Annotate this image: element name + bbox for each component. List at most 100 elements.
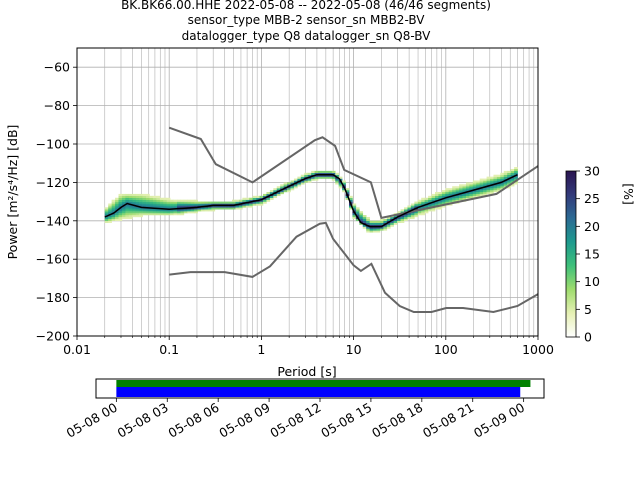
psd-histogram-cell — [187, 209, 192, 212]
psd-histogram-cell — [283, 188, 288, 191]
psd-histogram-cell — [479, 193, 484, 197]
psd-histogram-cell — [421, 197, 425, 200]
psd-histogram-cell — [459, 197, 463, 200]
psd-histogram-cell — [297, 178, 302, 181]
psd-histogram-cell — [280, 192, 284, 195]
psd-histogram-cell — [462, 186, 467, 189]
psd-histogram-cell — [142, 195, 147, 198]
psd-histogram-cell — [139, 207, 143, 210]
psd-histogram-cell — [183, 203, 188, 206]
psd-histogram-cell — [266, 199, 271, 202]
psd-histogram-cell — [280, 186, 284, 189]
psd-histogram-cell — [142, 199, 147, 202]
psd-histogram-cell — [407, 207, 412, 210]
psd-histogram-cell — [139, 209, 143, 212]
psd-histogram-cell — [417, 203, 422, 206]
psd-histogram-cell — [183, 205, 188, 208]
psd-histogram-cell — [132, 211, 137, 214]
psd-histogram-cell — [434, 195, 439, 198]
psd-histogram-cell — [207, 203, 212, 206]
psd-histogram-cell — [207, 201, 212, 204]
psd-histogram-cell — [273, 190, 278, 193]
psd-histogram-cell — [414, 215, 419, 218]
psd-histogram-cell — [166, 203, 171, 206]
y-tick-label: −80 — [44, 98, 70, 113]
psd-histogram-cell — [441, 201, 446, 204]
colorbar: 0 5 10 15 20 25 30 [%] — [565, 164, 636, 345]
psd-histogram-cell — [424, 211, 429, 214]
psd-histogram-cell — [235, 199, 240, 202]
psd-histogram-cell — [483, 178, 487, 181]
psd-histogram-cell — [115, 203, 119, 206]
psd-histogram-cell — [176, 211, 181, 214]
psd-histogram-cell — [146, 201, 150, 204]
psd-histogram-cell — [142, 201, 147, 204]
y-tick-label: −140 — [36, 213, 70, 228]
psd-histogram-cell — [128, 211, 133, 214]
psd-histogram-cell — [483, 180, 487, 183]
psd-histogram-cell — [496, 176, 501, 179]
psd-histogram-cell — [139, 215, 143, 218]
psd-histogram-cell — [259, 195, 264, 198]
psd-histogram-cell — [111, 218, 116, 221]
psd-histogram-cell — [211, 201, 216, 204]
psd-histogram-cell — [221, 207, 226, 210]
psd-histogram-cell — [438, 192, 443, 195]
psd-histogram-cell — [318, 170, 322, 173]
psd-histogram-cell — [383, 218, 388, 221]
psd-histogram-cell — [342, 184, 346, 187]
psd-histogram-cell — [335, 180, 339, 183]
psd-histogram-cell — [366, 220, 370, 223]
psd-histogram-cell — [290, 182, 295, 185]
psd-histogram-cell — [108, 215, 112, 218]
psd-histogram-cell — [259, 201, 264, 204]
psd-histogram-cell — [514, 167, 518, 170]
psd-histogram-cell — [445, 197, 450, 200]
psd-histogram-cell — [476, 186, 481, 189]
psd-histogram-cell — [307, 180, 312, 183]
psd-histogram-cell — [146, 213, 150, 216]
psd-histogram-cell — [345, 197, 350, 200]
psd-histogram-cell — [173, 205, 178, 208]
psd-histogram-cell — [359, 211, 364, 214]
psd-histogram-cell — [424, 209, 429, 212]
psd-histogram-cell — [328, 174, 333, 177]
psd-histogram-cell — [276, 186, 281, 189]
psd-histogram-cell — [335, 174, 339, 177]
coverage-tick-label: 05-08 12 — [267, 400, 323, 441]
psd-histogram-cell — [190, 205, 195, 208]
psd-histogram-cell — [152, 195, 157, 198]
psd-histogram-cell — [170, 205, 174, 208]
psd-histogram-cell — [496, 186, 501, 189]
y-axis-ticks: −60 −80 −100 −120 −140 −160 −180 −200 — [36, 60, 77, 344]
psd-histogram-cell — [221, 205, 226, 208]
psd-histogram-cell — [455, 199, 460, 202]
psd-histogram-cell — [152, 201, 157, 204]
psd-histogram-cell — [352, 203, 357, 206]
psd-histogram-cell — [455, 190, 460, 193]
psd-histogram-cell — [400, 220, 405, 223]
psd-histogram-cell — [218, 205, 223, 208]
psd-histogram-cell — [379, 222, 384, 225]
psd-histogram-cell — [338, 184, 343, 187]
psd-histogram-cell — [269, 192, 274, 195]
psd-histogram-cell — [355, 218, 360, 221]
psd-histogram-cell — [307, 178, 312, 181]
psd-histogram-cell — [290, 188, 295, 191]
psd-histogram-cell — [170, 213, 174, 216]
colorbar-tick-label: 15 — [584, 247, 600, 262]
psd-histogram-cell — [397, 216, 401, 220]
psd-histogram-cell — [207, 209, 212, 212]
x-axis-ticks: 0.01 0.1 1 10 100 1000 — [63, 336, 554, 357]
psd-histogram-cell — [139, 197, 143, 200]
psd-histogram-cell — [414, 205, 419, 208]
psd-histogram-cell — [490, 188, 494, 191]
psd-histogram-cell — [218, 203, 223, 206]
psd-histogram-cell — [159, 205, 164, 208]
psd-histogram-cell — [348, 207, 353, 210]
colorbar-label: [%] — [621, 183, 636, 205]
psd-histogram-cell — [342, 190, 346, 193]
title-line-2: sensor_type MBB-2 sensor_sn MBB2-BV — [188, 13, 426, 27]
psd-histogram-cell — [128, 197, 133, 200]
psd-histogram-cell — [400, 218, 405, 221]
